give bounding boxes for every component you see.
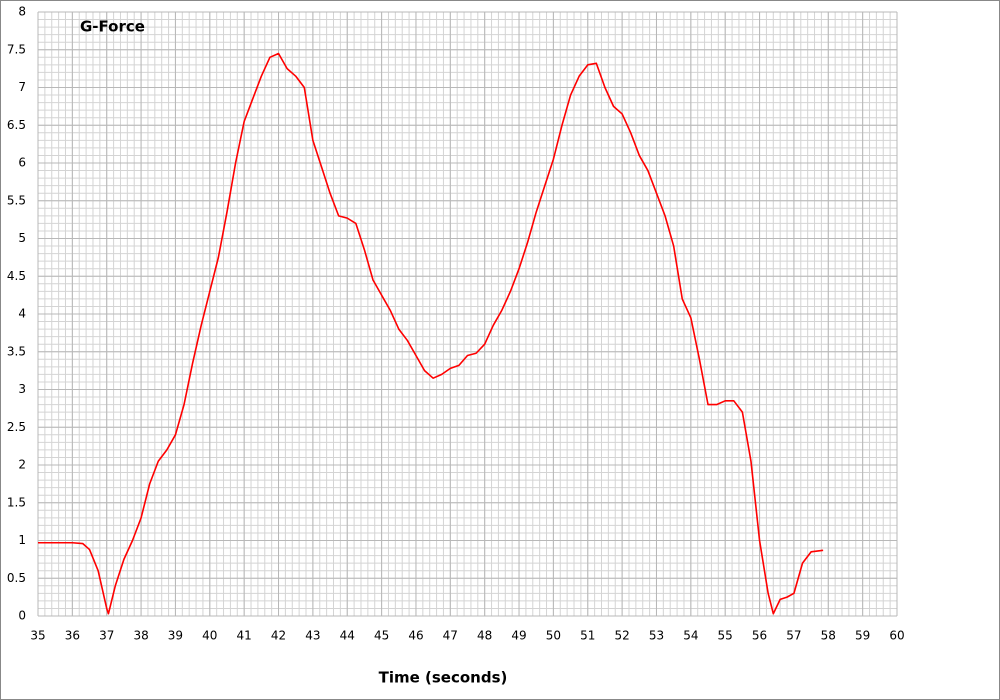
y-tick-label: 8 [18,5,26,19]
y-tick-label: 2.5 [7,420,26,434]
grid [37,11,898,617]
x-tick-label: 55 [718,629,733,643]
x-tick-label: 56 [752,629,767,643]
y-tick-label: 7.5 [7,42,26,56]
y-tick-label: 4.5 [7,269,26,283]
x-tick-label: 57 [786,629,801,643]
plot [38,52,824,615]
y-tick-label: 2 [18,458,26,472]
y-tick-label: 3.5 [7,344,26,358]
data-line [38,52,824,615]
x-tick-label: 51 [580,629,595,643]
chart-title: G-Force [80,18,145,36]
y-tick-label: 4 [18,307,26,321]
y-tick-label: 1.5 [7,495,26,509]
x-tick-label: 58 [821,629,836,643]
y-tick-label: 0 [18,609,26,623]
x-tick-label: 60 [889,629,904,643]
x-tick-label: 41 [237,629,252,643]
x-tick-label: 35 [30,629,45,643]
x-tick-label: 49 [511,629,526,643]
y-tick-label: 6 [18,156,26,170]
x-tick-label: 40 [202,629,217,643]
x-tick-label: 52 [614,629,629,643]
x-tick-label: 37 [99,629,114,643]
x-tick-label: 42 [271,629,286,643]
x-tick-label: 44 [340,629,355,643]
x-tick-label: 53 [649,629,664,643]
x-axis-label: Time (seconds) [379,669,508,687]
x-tick-label: 36 [65,629,80,643]
x-tick-label: 39 [168,629,183,643]
x-tick-label: 46 [408,629,423,643]
x-tick-label: 54 [683,629,698,643]
x-tick-label: 50 [546,629,561,643]
y-tick-label: 5.5 [7,193,26,207]
y-tick-label: 3 [18,382,26,396]
x-tick-label: 48 [477,629,492,643]
x-tick-label: 38 [133,629,148,643]
y-tick-label: 1 [18,533,26,547]
y-tick-label: 0.5 [7,571,26,585]
x-tick-label: 43 [305,629,320,643]
y-tick-label: 5 [18,231,26,245]
y-tick-label: 7 [18,80,26,94]
y-tick-label: 6.5 [7,118,26,132]
x-tick-label: 47 [443,629,458,643]
x-tick-label: 59 [855,629,870,643]
x-tick-label: 45 [374,629,389,643]
